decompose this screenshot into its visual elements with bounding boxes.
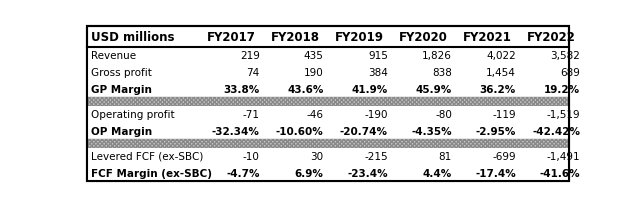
Text: Revenue: Revenue [92,51,136,61]
Text: -46: -46 [307,109,324,119]
Text: -32.34%: -32.34% [212,126,260,136]
Text: 33.8%: 33.8% [223,84,260,94]
Text: 74: 74 [246,68,260,78]
Text: Operating profit: Operating profit [92,109,175,119]
Text: 1,454: 1,454 [486,68,516,78]
Text: -1,519: -1,519 [547,109,580,119]
Text: -42.42%: -42.42% [532,126,580,136]
Text: 41.9%: 41.9% [351,84,388,94]
Text: USD millions: USD millions [92,31,175,44]
Text: 81: 81 [438,151,452,161]
Bar [88,97,568,106]
Text: 689: 689 [560,68,580,78]
Text: -10: -10 [243,151,260,161]
Text: 384: 384 [368,68,388,78]
Bar [88,97,568,106]
Text: -17.4%: -17.4% [476,168,516,178]
Text: 6.9%: 6.9% [295,168,324,178]
Text: 219: 219 [240,51,260,61]
Text: GP Margin: GP Margin [92,84,152,94]
Text: FCF Margin (ex-SBC): FCF Margin (ex-SBC) [92,168,212,178]
Text: -119: -119 [492,109,516,119]
Text: 190: 190 [304,68,324,78]
Text: FY2018: FY2018 [271,31,319,44]
Text: -215: -215 [364,151,388,161]
Text: -71: -71 [243,109,260,119]
Text: -20.74%: -20.74% [340,126,388,136]
Text: 30: 30 [310,151,324,161]
Text: 1,826: 1,826 [422,51,452,61]
Bar [88,139,568,148]
Text: 19.2%: 19.2% [544,84,580,94]
Text: -4.35%: -4.35% [412,126,452,136]
Bar [88,81,568,97]
Text: -4.7%: -4.7% [226,168,260,178]
Text: FY2017: FY2017 [207,31,255,44]
Bar [88,48,568,64]
Text: -41.6%: -41.6% [540,168,580,178]
Text: 45.9%: 45.9% [415,84,452,94]
Text: 915: 915 [368,51,388,61]
Text: -2.95%: -2.95% [476,126,516,136]
Text: -80: -80 [435,109,452,119]
Text: -699: -699 [492,151,516,161]
Text: 43.6%: 43.6% [287,84,324,94]
Text: -190: -190 [364,109,388,119]
Bar [88,164,568,181]
Text: Gross profit: Gross profit [92,68,152,78]
Text: -23.4%: -23.4% [347,168,388,178]
Text: 4.4%: 4.4% [422,168,452,178]
Text: FY2021: FY2021 [463,31,512,44]
Bar [88,123,568,139]
Text: 3,582: 3,582 [550,51,580,61]
Text: FY2019: FY2019 [335,31,384,44]
Text: OP Margin: OP Margin [92,126,152,136]
Text: 4,022: 4,022 [486,51,516,61]
Bar [88,106,568,123]
Bar [88,139,568,148]
Text: -10.60%: -10.60% [276,126,324,136]
Text: 435: 435 [304,51,324,61]
Bar [88,64,568,81]
Text: 838: 838 [432,68,452,78]
Text: FY2020: FY2020 [399,31,448,44]
Bar [88,148,568,164]
Text: Levered FCF (ex-SBC): Levered FCF (ex-SBC) [92,151,204,161]
Text: FY2022: FY2022 [527,31,576,44]
Text: -1,491: -1,491 [547,151,580,161]
Text: 36.2%: 36.2% [480,84,516,94]
